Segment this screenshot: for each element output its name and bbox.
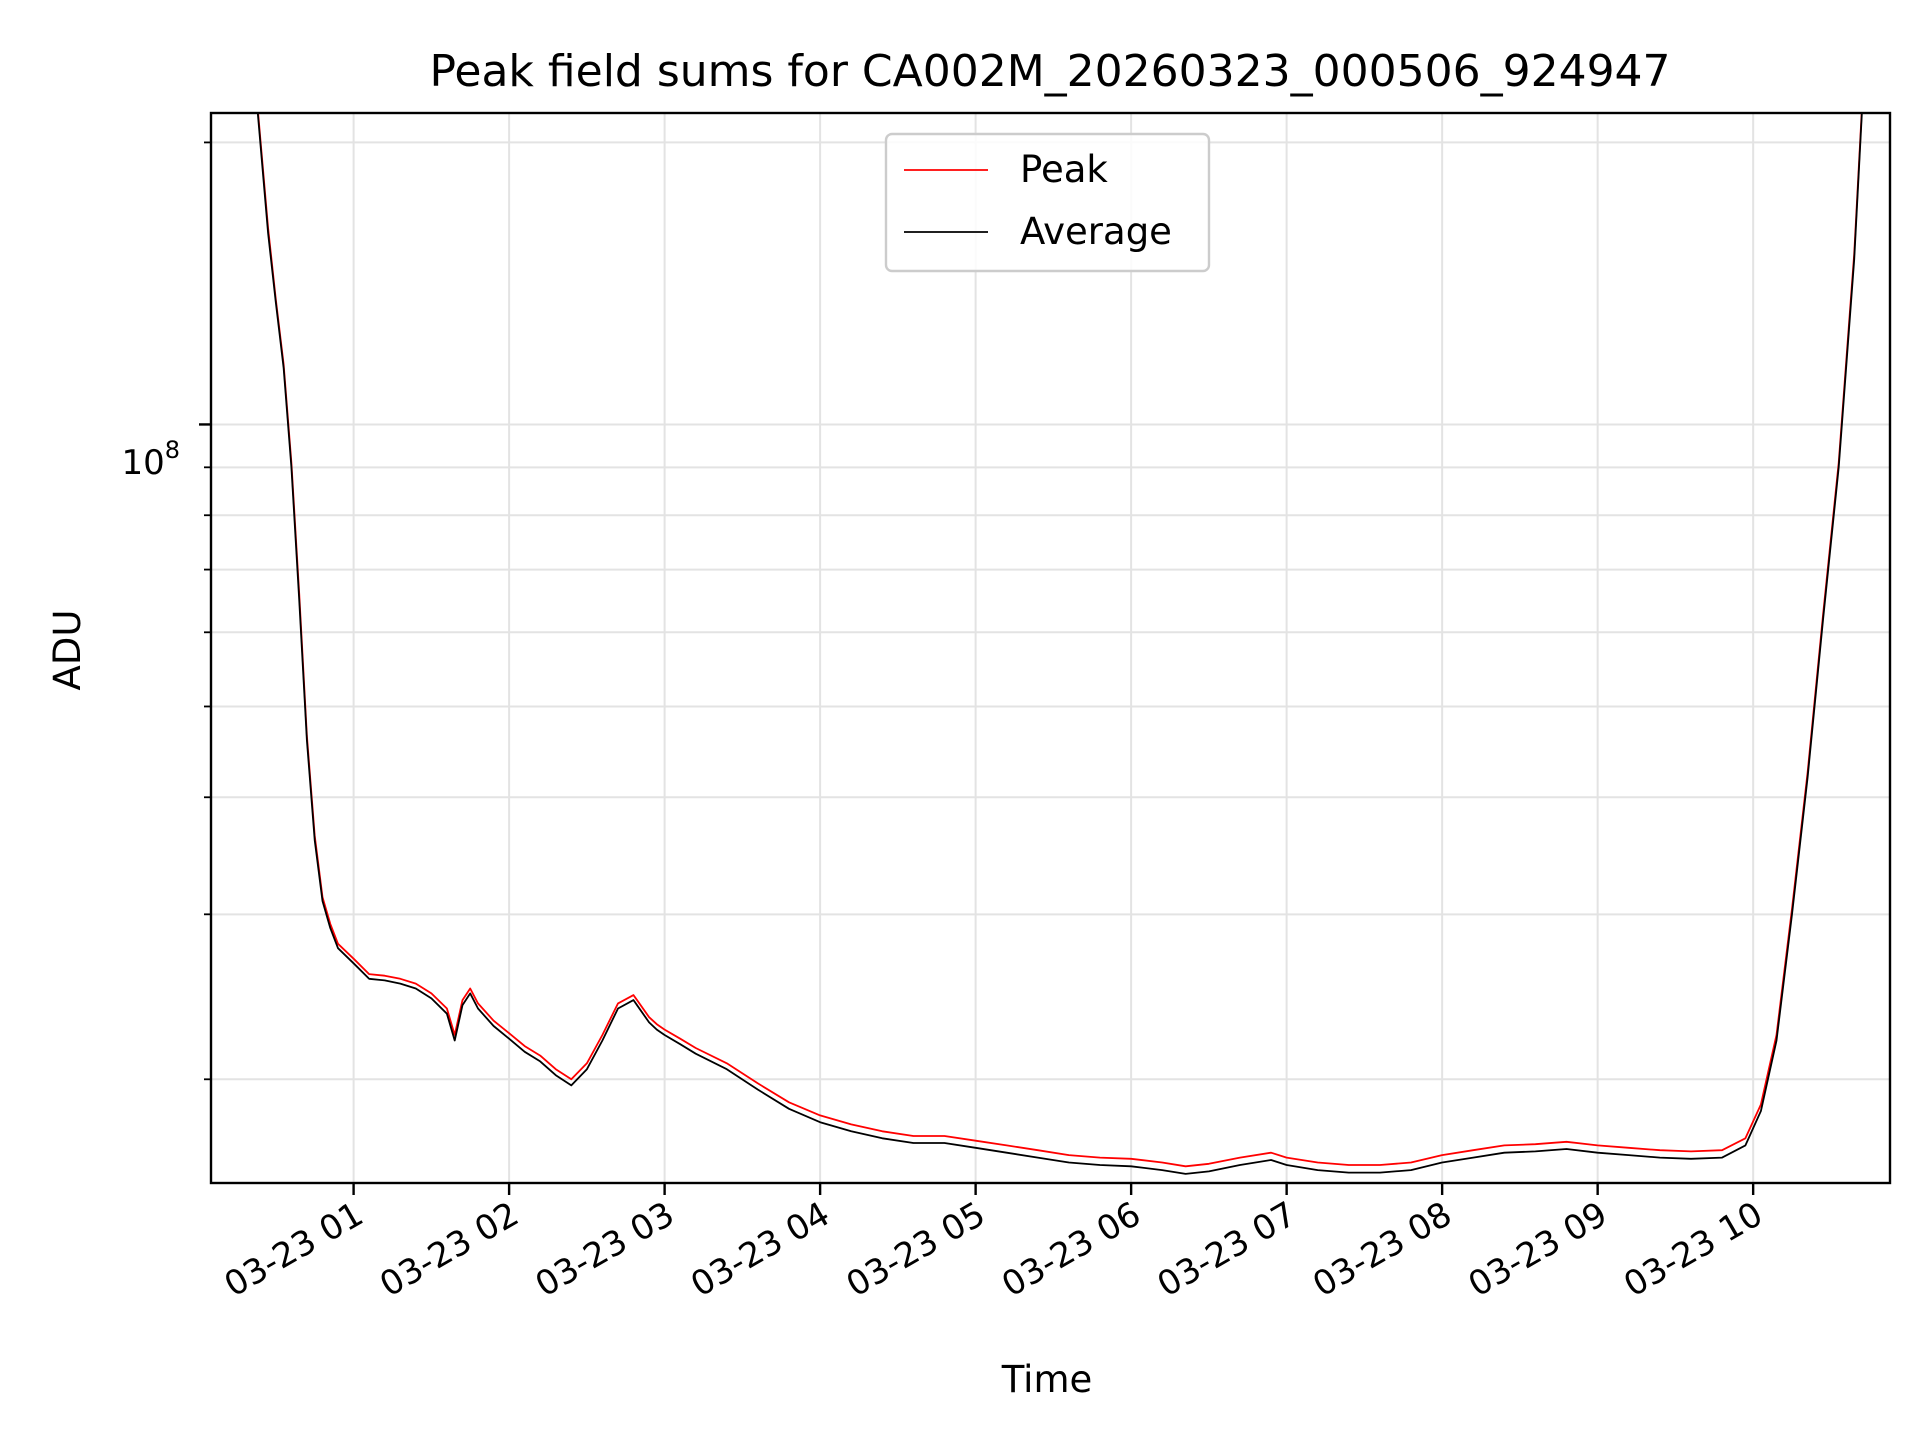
x-axis-label: Time bbox=[1001, 1358, 1093, 1401]
plot-lines bbox=[256, 113, 1863, 1175]
y-axis-label: ADU bbox=[46, 610, 89, 691]
chart-title: Peak field sums for CA002M_20260323_0005… bbox=[429, 46, 1670, 97]
legend-label-peak: Peak bbox=[1020, 148, 1108, 191]
legend-label-average: Average bbox=[1020, 210, 1172, 253]
series-line-average bbox=[256, 113, 1863, 1175]
plot-frame bbox=[209, 111, 1892, 1185]
series-line-peak bbox=[257, 113, 1863, 1168]
legend-box bbox=[884, 132, 1211, 273]
legend: Peak Average bbox=[884, 132, 1211, 273]
grid bbox=[211, 113, 1890, 1183]
